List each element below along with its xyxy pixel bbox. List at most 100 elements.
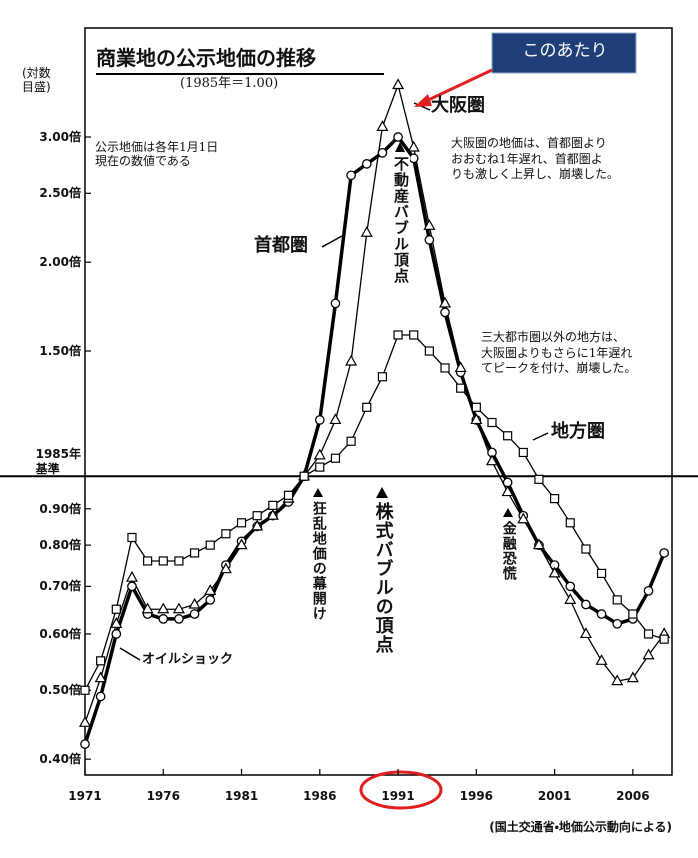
data-point — [424, 346, 434, 356]
data-point — [266, 508, 279, 520]
data-point — [299, 471, 309, 481]
data-point — [564, 593, 577, 604]
data-point — [643, 585, 654, 596]
data-point — [407, 140, 420, 152]
data-point — [377, 147, 388, 158]
data-point — [659, 634, 669, 644]
y-axis-label: (対数 目盛) — [22, 66, 51, 95]
data-point — [125, 570, 138, 582]
event-marker — [395, 142, 405, 152]
chart-title: 商業地の公示地価の推移 — [96, 46, 316, 70]
data-point — [565, 581, 576, 592]
data-point — [408, 153, 419, 164]
data-point — [439, 296, 452, 308]
annotation: オイルショック — [142, 652, 234, 667]
data-point — [361, 159, 372, 169]
label-arrow — [532, 432, 549, 441]
data-point — [219, 562, 232, 574]
data-point — [189, 548, 200, 558]
data-point — [596, 609, 607, 619]
data-point — [485, 454, 499, 466]
data-point — [518, 447, 528, 458]
data-point — [314, 415, 325, 425]
data-point — [440, 307, 450, 318]
y-tick-label: 2.50倍 — [39, 186, 81, 201]
y-tick-label: 0.80倍 — [39, 537, 81, 552]
data-point — [470, 413, 483, 425]
event-marker — [503, 508, 513, 517]
data-point — [565, 518, 575, 528]
data-point — [595, 654, 608, 665]
data-point — [252, 511, 262, 521]
data-point — [172, 602, 185, 614]
y-tick-label: 2.00倍 — [39, 254, 81, 269]
data-point — [158, 556, 168, 566]
data-point — [456, 383, 466, 393]
series-label: 大阪圏 — [431, 95, 485, 116]
data-point — [376, 120, 389, 131]
event-marker — [313, 488, 323, 497]
data-point — [127, 532, 137, 543]
data-point — [204, 584, 217, 595]
data-point — [643, 629, 654, 639]
data-point — [110, 617, 123, 628]
callout-arrowhead — [414, 94, 432, 107]
y-tick-label: 0.60倍 — [39, 626, 81, 641]
data-point — [141, 602, 154, 614]
annotation: 狂乱地価の幕開け — [310, 501, 327, 621]
y-tick-label: 0.90倍 — [39, 501, 81, 516]
data-point — [612, 595, 622, 605]
data-point — [330, 298, 341, 309]
x-tick-label: 1991 — [381, 789, 415, 803]
data-point — [188, 597, 201, 609]
data-point — [424, 235, 435, 245]
data-point — [96, 656, 106, 666]
x-tick-label: 1981 — [224, 789, 259, 803]
x-tick-label: 1976 — [146, 789, 180, 803]
x-tick-label: 1986 — [303, 789, 337, 803]
y-tick-label: 3.00倍 — [39, 129, 81, 144]
x-tick-label: 2006 — [616, 789, 650, 803]
data-point — [440, 363, 450, 373]
data-point — [393, 132, 403, 142]
data-point — [532, 538, 545, 550]
data-point — [581, 599, 591, 610]
data-point — [423, 219, 436, 230]
data-point — [205, 595, 216, 605]
data-point — [329, 413, 342, 425]
data-point — [205, 540, 215, 550]
data-point — [94, 671, 107, 683]
annotation: 大阪圏の地価は、首都圏より おおむね1年遅れ、首都圏よ りも激しく上昇し、崩壊し… — [451, 136, 620, 182]
data-point — [487, 417, 497, 428]
data-point — [626, 671, 639, 683]
data-point — [409, 330, 419, 340]
x-tick-label: 1971 — [68, 789, 102, 803]
data-point — [346, 436, 356, 446]
data-point — [362, 402, 372, 412]
data-point — [346, 170, 356, 181]
callout-box — [491, 32, 637, 74]
data-point — [501, 485, 514, 497]
data-point — [251, 519, 264, 531]
callout-arrow — [423, 68, 493, 104]
annotation: 株式バブルの頂点 — [372, 502, 394, 654]
data-point — [95, 691, 106, 702]
data-point — [157, 602, 170, 614]
data-point — [111, 604, 121, 614]
data-point — [268, 500, 278, 510]
series-label: 首都圏 — [254, 235, 308, 256]
data-point — [315, 462, 325, 472]
data-point — [158, 614, 169, 624]
annotation: 金融恐慌 — [500, 521, 517, 581]
data-point — [235, 538, 248, 550]
data-point — [78, 716, 92, 727]
data-point — [377, 372, 388, 382]
data-point — [236, 518, 247, 528]
data-point — [143, 556, 153, 566]
data-point — [80, 739, 90, 749]
data-point — [80, 685, 90, 695]
data-point — [392, 78, 405, 90]
series-label: 地方圏 — [551, 421, 605, 442]
data-point — [189, 609, 200, 619]
